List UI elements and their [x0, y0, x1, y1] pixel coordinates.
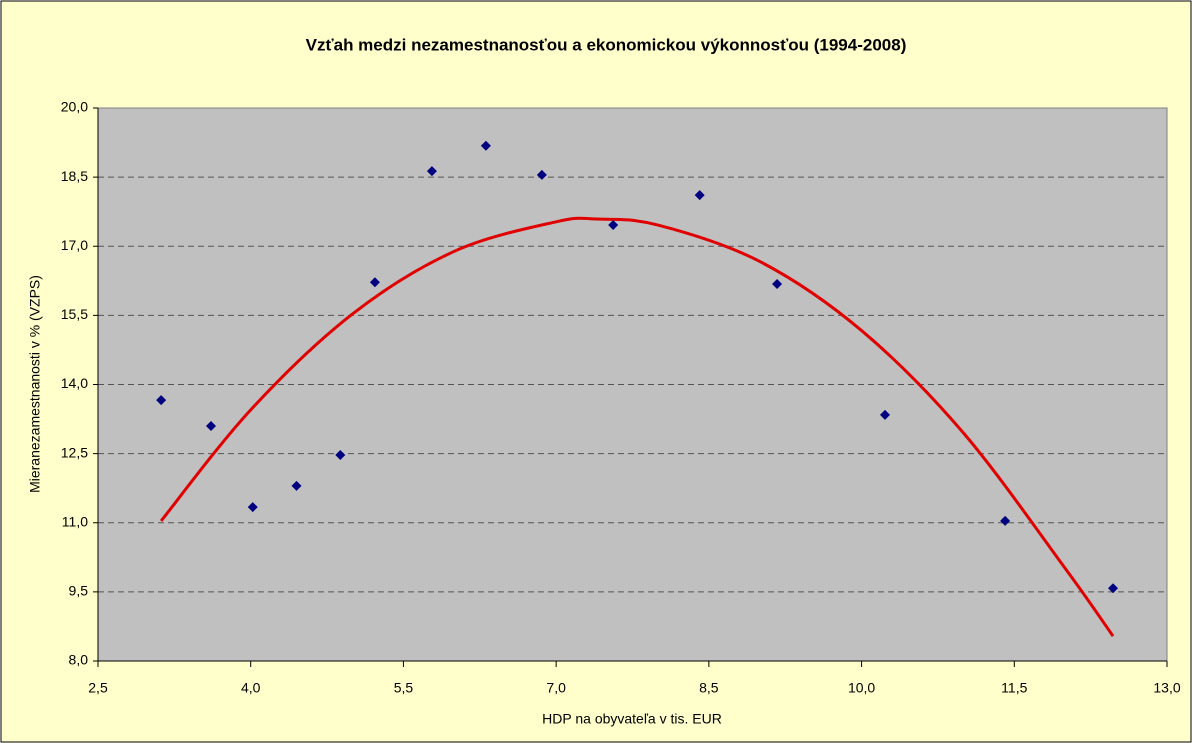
data-point — [608, 220, 619, 231]
data-point — [206, 420, 217, 431]
y-tick-label: 15,5 — [61, 306, 88, 322]
x-tick-label: 7,0 — [546, 680, 566, 696]
data-point — [879, 409, 890, 420]
y-tick-label: 20,0 — [61, 99, 88, 115]
data-point — [694, 190, 705, 201]
data-point — [247, 502, 258, 513]
data-point — [536, 169, 547, 180]
trendline — [159, 216, 1115, 637]
x-tick-label: 4,0 — [241, 680, 261, 696]
data-point — [426, 166, 437, 177]
data-point — [291, 480, 302, 491]
y-axis-label: Mieranezamestnanosti v % (VZPS) — [27, 275, 43, 493]
data-point — [156, 395, 167, 406]
data-point — [480, 140, 491, 151]
y-tick-label: 9,5 — [69, 583, 89, 599]
chart-title: Vzťah medzi nezamestnanosťou a ekonomick… — [306, 35, 907, 54]
data-point — [335, 450, 346, 461]
x-axis-label: HDP na obyvateľa v tis. EUR — [542, 711, 722, 727]
y-tick-label: 8,0 — [69, 652, 89, 668]
x-tick-label: 13,0 — [1153, 680, 1180, 696]
data-point — [1000, 515, 1011, 526]
data-point — [369, 277, 380, 288]
x-tick-label: 11,5 — [1001, 680, 1027, 696]
y-tick-label: 17,0 — [61, 237, 88, 253]
x-tick-label: 10,0 — [848, 680, 875, 696]
y-tick-label: 12,5 — [61, 444, 88, 460]
y-tick-label: 11,0 — [62, 513, 88, 529]
y-tick-label: 14,0 — [61, 375, 88, 391]
x-tick-label: 8,5 — [699, 680, 719, 696]
data-point — [772, 279, 783, 290]
y-tick-label: 18,5 — [61, 168, 88, 184]
x-tick-label: 5,5 — [394, 680, 414, 696]
x-tick-label: 2,5 — [88, 680, 108, 696]
data-point — [1108, 583, 1119, 594]
